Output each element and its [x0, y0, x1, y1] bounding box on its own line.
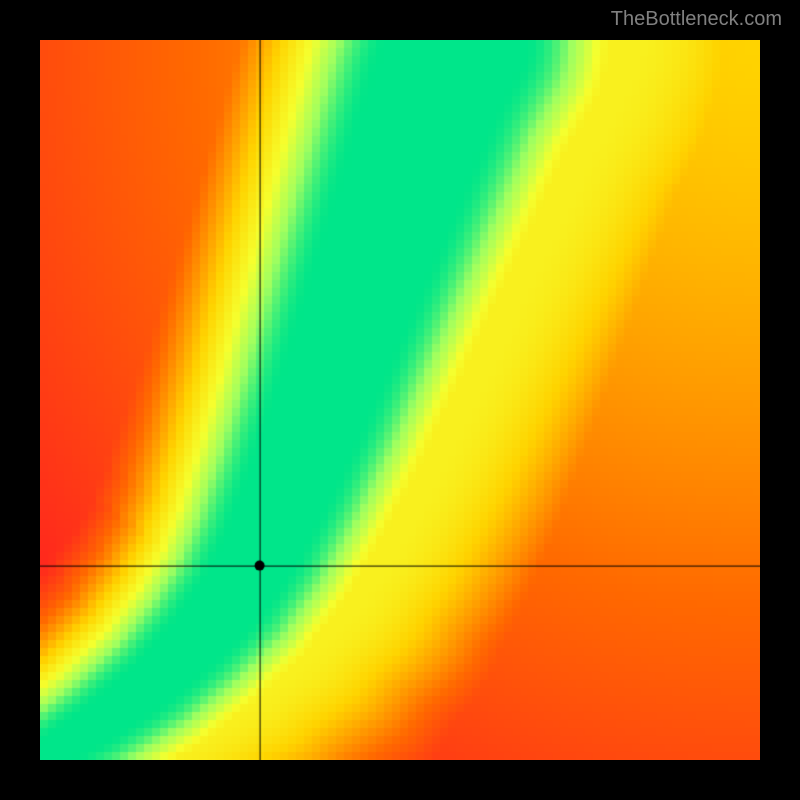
- heatmap-plot: [40, 40, 760, 760]
- watermark: TheBottleneck.com: [611, 8, 782, 31]
- heatmap-canvas: [40, 40, 760, 760]
